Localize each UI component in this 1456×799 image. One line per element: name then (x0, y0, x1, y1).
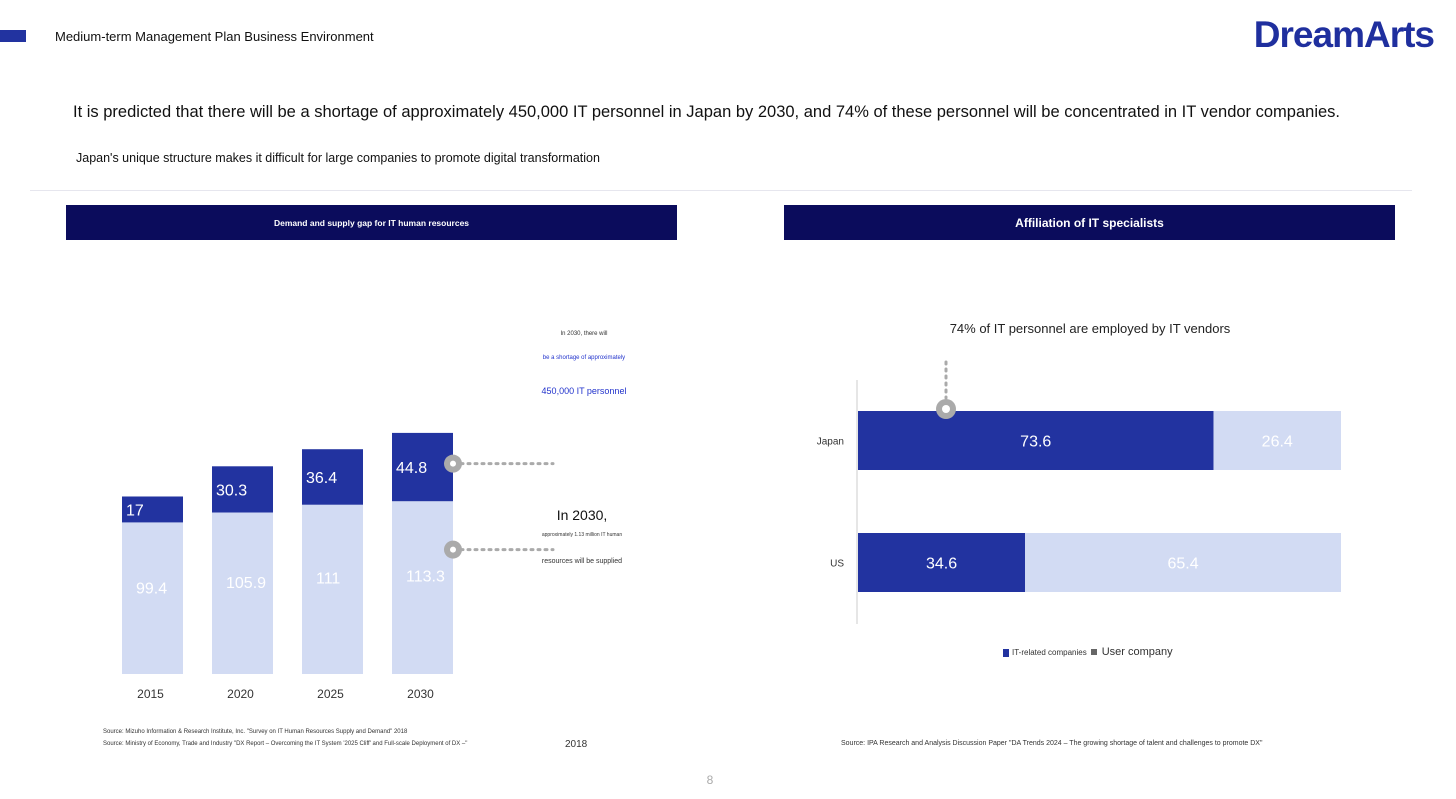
header-title: Medium-term Management Plan Business Env… (55, 29, 374, 44)
affiliation-chart: 73.6 26.4 Japan 34.6 65.4 US (817, 360, 1341, 624)
legend-label-it-related: IT-related companies (1012, 647, 1087, 657)
headline: It is predicted that there will be a sho… (73, 103, 1341, 121)
y-category-label: US (830, 559, 844, 570)
it-related-bar-us (858, 533, 1026, 592)
supply-value-label: 113.3 (406, 569, 445, 586)
user-company-bar-japan (1213, 411, 1341, 470)
shortage-value-label: 17 (126, 502, 144, 519)
user-company-bar-us (1025, 533, 1341, 592)
shortage-bar-2025 (302, 449, 363, 505)
page-number: 8 (706, 773, 714, 787)
x-tick-label: 2020 (227, 687, 254, 701)
supply-annotation-line1: In 2030, (556, 507, 608, 523)
supply-value-label: 111 (316, 571, 340, 588)
shortage-bar-2020 (212, 466, 273, 513)
demand-supply-chart: 17 99.4 2015 30.3 105.9 2020 36.4 111 2025 44.8 11… (122, 432, 555, 701)
dreamarts-logo: DreamArts (1253, 14, 1435, 55)
supply-annotation-line3: resources will be supplied (541, 558, 623, 565)
affiliation-chart-title: 74% of IT personnel are employed by IT v… (949, 321, 1231, 336)
supply-bar-2025 (302, 504, 363, 674)
supply-annotation-line2: approximately 1.13 million IT human (541, 532, 623, 538)
shortage-annotation-line2: be a shortage of approximately (542, 355, 626, 361)
right-panel-title: Affiliation of IT specialists (784, 205, 1395, 240)
shortage-connector-marker-center (450, 460, 456, 467)
right-source: Source: IPA Research and Analysis Discus… (841, 740, 1263, 747)
shortage-bar-2030 (392, 432, 453, 502)
x-tick-label: 2025 (317, 687, 344, 701)
supply-bar-2030 (392, 501, 453, 674)
legend-swatch-user-company (1090, 649, 1097, 655)
y-category-label: Japan (817, 437, 844, 448)
user-company-value-label: 26.4 (1262, 434, 1293, 451)
section-divider (30, 190, 1412, 191)
shortage-annotation-line3: 450,000 IT personnel (541, 386, 627, 396)
left-source-2: Source: Ministry of Economy, Trade and I… (103, 741, 468, 747)
supply-value-label: 99.4 (136, 581, 167, 598)
shortage-value-label: 44.8 (396, 460, 427, 477)
shortage-annotation-line1: In 2030, there will (560, 331, 608, 337)
x-tick-label: 2015 (137, 687, 164, 701)
left-source-year: 2018 (565, 739, 588, 750)
x-tick-label: 2030 (407, 687, 434, 701)
supply-value-label: 105.9 (226, 575, 266, 592)
header-accent-bar (0, 30, 26, 42)
supply-bar-2020 (212, 512, 273, 674)
it-related-bar-japan (858, 411, 1214, 470)
it-related-value-label: 73.6 (1020, 434, 1051, 451)
affiliation-legend: IT-related companies User company (1003, 646, 1173, 658)
subheadline: Japan's unique structure makes it diffic… (76, 151, 600, 165)
japan-connector-marker-center (942, 405, 950, 413)
it-related-value-label: 34.6 (926, 556, 957, 573)
shortage-value-label: 30.3 (216, 482, 247, 499)
shortage-value-label: 36.4 (306, 470, 337, 487)
supply-connector-marker-center (450, 546, 456, 553)
shortage-bar-2015 (122, 496, 183, 523)
left-source-1: Source: Mizuho Information & Research In… (103, 729, 408, 735)
legend-label-user-company: User company (1101, 646, 1173, 658)
user-company-value-label: 65.4 (1167, 556, 1198, 573)
left-panel-title: Demand and supply gap for IT human resou… (66, 205, 677, 240)
legend-swatch-it-related (1003, 649, 1009, 657)
supply-bar-2015 (122, 522, 183, 674)
